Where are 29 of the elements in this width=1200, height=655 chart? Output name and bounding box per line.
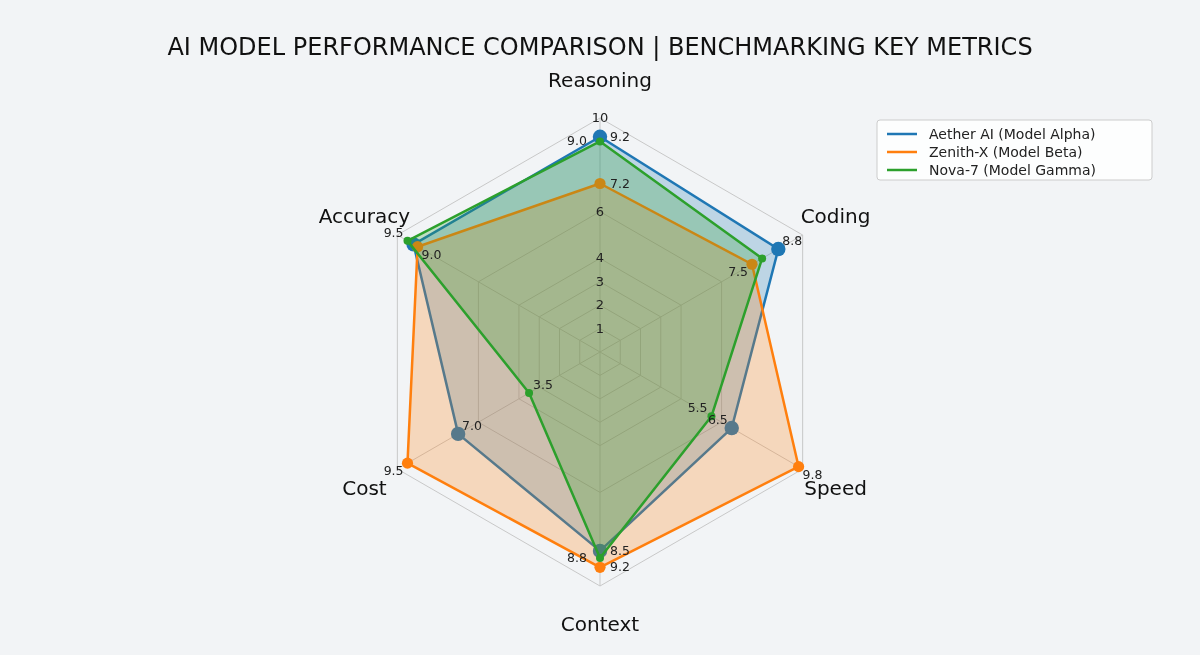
legend-label: Zenith-X (Model Beta) — [929, 144, 1083, 160]
y-tick-label: 4 — [595, 250, 605, 266]
legend-label: Aether AI (Model Alpha) — [929, 126, 1096, 142]
data-label: 7.5 — [728, 264, 749, 280]
data-label: 9.5 — [383, 463, 404, 479]
data-label: 7.0 — [462, 417, 482, 433]
spoke-label: Accuracy — [318, 204, 411, 228]
legend-label: Nova-7 (Model Gamma) — [929, 162, 1097, 178]
data-label: 8.8 — [782, 233, 803, 249]
data-label: 9.2 — [610, 559, 630, 575]
spoke-label: Coding — [800, 204, 871, 228]
data-label: 8.5 — [610, 542, 630, 558]
y-tick-label: 6 — [595, 203, 605, 219]
data-label: 3.5 — [532, 376, 553, 392]
data-label: 9.2 — [610, 128, 630, 144]
spoke-label: Context — [560, 612, 640, 636]
data-label: 7.2 — [610, 175, 630, 191]
y-tick-label: 10 — [591, 110, 609, 125]
y-tick-label: 2 — [595, 297, 605, 313]
y-tick-label: 1 — [595, 320, 605, 336]
spoke-label: Reasoning — [548, 68, 652, 92]
spoke-label: Cost — [342, 476, 387, 500]
data-label: 5.5 — [687, 400, 708, 416]
y-tick-label: 3 — [595, 273, 605, 289]
data-label: 9.0 — [567, 133, 588, 149]
chart-title: AI MODEL PERFORMANCE COMPARISON | BENCHMARKING KEY METRICS — [167, 33, 1033, 61]
data-label: 9.8 — [802, 466, 823, 482]
data-label: 9.0 — [421, 246, 442, 262]
data-label: 6.5 — [707, 412, 728, 428]
